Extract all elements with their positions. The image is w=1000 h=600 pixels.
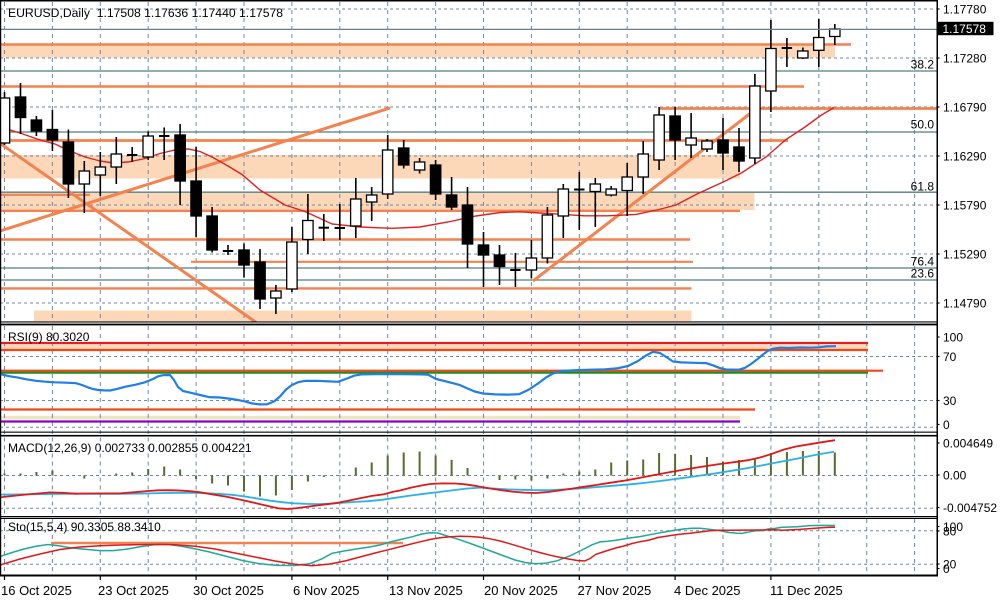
- svg-text:1.15290: 1.15290: [943, 248, 987, 262]
- svg-text:61.8: 61.8: [911, 180, 935, 194]
- svg-text:23.6: 23.6: [911, 267, 935, 281]
- svg-text:20 Nov 2025: 20 Nov 2025: [484, 583, 558, 598]
- svg-text:1.15790: 1.15790: [943, 199, 987, 213]
- svg-text:MACD(12,26,9) 0.002733 0.00285: MACD(12,26,9) 0.002733 0.002855 0.004221: [8, 441, 252, 455]
- svg-text:0: 0: [943, 418, 950, 432]
- svg-text:30: 30: [943, 394, 957, 408]
- svg-text:1.16290: 1.16290: [943, 150, 987, 164]
- svg-text:80: 80: [943, 525, 957, 539]
- svg-text:70: 70: [943, 350, 957, 364]
- svg-text:13 Nov 2025: 13 Nov 2025: [389, 583, 463, 598]
- svg-text:50.0: 50.0: [911, 118, 935, 132]
- svg-text:4 Dec 2025: 4 Dec 2025: [674, 583, 741, 598]
- svg-text:1.17780: 1.17780: [943, 3, 987, 17]
- svg-text:38.2: 38.2: [911, 58, 935, 72]
- svg-text:6 Nov 2025: 6 Nov 2025: [293, 583, 360, 598]
- svg-text:100: 100: [943, 331, 963, 345]
- svg-text:23 Oct 2025: 23 Oct 2025: [98, 583, 169, 598]
- svg-text:1.17578: 1.17578: [943, 22, 987, 36]
- svg-text:EURUSD,Daily 1.17508 1.17636: EURUSD,Daily 1.17508 1.17636 1.17440 1.1…: [8, 6, 283, 20]
- svg-text:100: 100: [943, 520, 963, 534]
- svg-text:16 Oct 2025: 16 Oct 2025: [1, 583, 72, 598]
- svg-text:20: 20: [943, 558, 957, 572]
- svg-text:27 Nov 2025: 27 Nov 2025: [578, 583, 652, 598]
- svg-text:1.17280: 1.17280: [943, 52, 987, 66]
- svg-text:0: 0: [943, 562, 950, 576]
- svg-text:11 Dec 2025: 11 Dec 2025: [770, 583, 843, 598]
- svg-text:-0.004752: -0.004752: [943, 501, 997, 515]
- svg-text:0.00: 0.00: [943, 469, 967, 483]
- svg-text:0.004649: 0.004649: [943, 437, 993, 451]
- svg-text:30 Oct 2025: 30 Oct 2025: [193, 583, 264, 598]
- svg-text:1.14790: 1.14790: [943, 297, 987, 311]
- svg-text:RSI(9) 80.3020: RSI(9) 80.3020: [8, 330, 90, 344]
- svg-text:1.16790: 1.16790: [943, 101, 987, 115]
- svg-text:76.4: 76.4: [911, 255, 935, 269]
- svg-text:Sto(15,5,4) 90.3305 88.3410: Sto(15,5,4) 90.3305 88.3410: [8, 520, 161, 534]
